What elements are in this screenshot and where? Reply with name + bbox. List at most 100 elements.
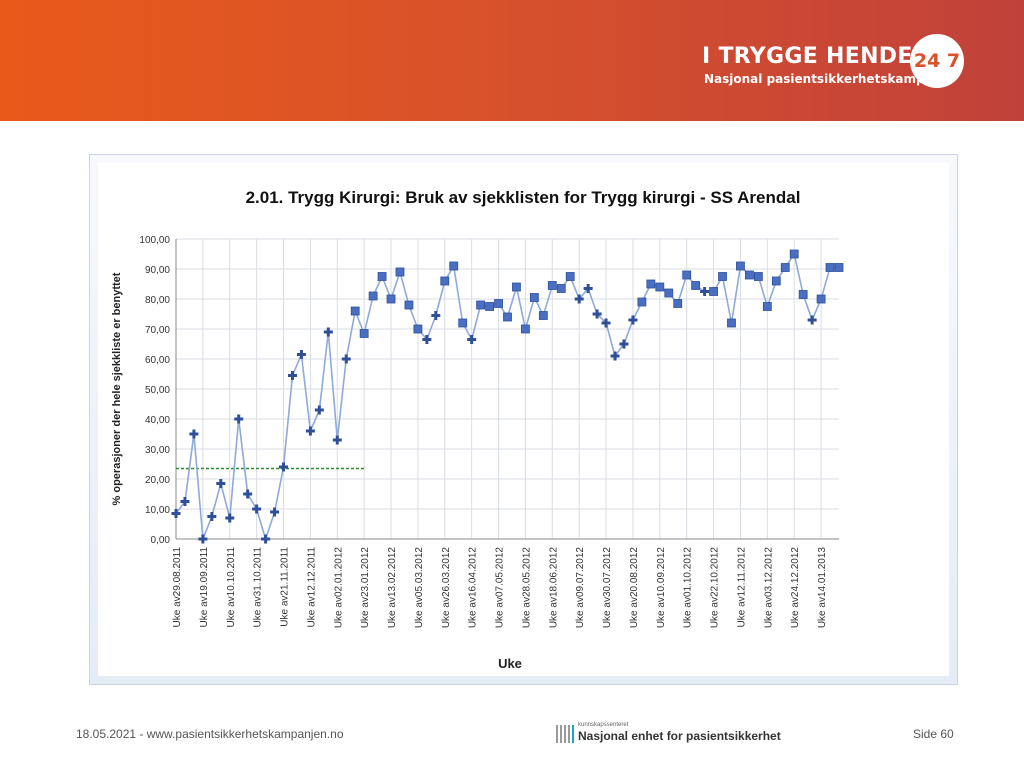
data-point: [503, 312, 512, 322]
data-point: [709, 287, 718, 296]
data-point: [556, 284, 566, 293]
y-tick-label: 10,00: [145, 505, 170, 516]
chart-title: 2.01. Trygg Kirurgi: Bruk av sjekklisten…: [246, 188, 801, 207]
chart-panel: 2.01. Trygg Kirurgi: Bruk av sjekklisten…: [98, 163, 949, 676]
data-point: [449, 261, 459, 271]
y-tick-label: 70,00: [145, 325, 170, 336]
data-point: [610, 351, 620, 361]
footer-logo: kunnskapssenteret Nasjonal enhet for pas…: [556, 722, 781, 743]
data-point: [825, 263, 835, 272]
x-tick-label: Uke av12.12.2011: [306, 547, 317, 628]
footer-date-url: 18.05.2021 - www.pasientsikkerhetskampan…: [76, 727, 344, 741]
data-point: [547, 281, 557, 290]
data-point: [565, 272, 575, 281]
x-tick-label: Uke av31.10.2011: [253, 547, 264, 628]
data-point: [771, 276, 781, 286]
data-point: [422, 335, 432, 344]
data-point: [261, 534, 271, 544]
data-point: [225, 513, 235, 523]
y-tick-label: 30,00: [145, 445, 170, 456]
data-point: [386, 294, 396, 304]
data-point: [834, 263, 844, 272]
x-tick-label: Uke av24.12.2012: [790, 547, 801, 629]
x-tick-label: Uke av18.06.2012: [548, 547, 559, 629]
data-point: [718, 272, 727, 281]
x-tick-label: Uke av30.07.2012: [602, 547, 613, 629]
y-tick-label: 60,00: [145, 355, 170, 366]
y-tick-label: 20,00: [145, 475, 170, 486]
y-tick-label: 80,00: [145, 295, 170, 306]
data-point: [646, 279, 656, 289]
data-point: [664, 288, 674, 298]
x-tick-label: Uke av28.05.2012: [521, 547, 532, 629]
data-point: [601, 318, 611, 328]
data-point: [574, 294, 584, 304]
x-tick-label: Uke av02.01.2012: [333, 547, 344, 629]
data-point: [619, 339, 629, 349]
line-chart: 2.01. Trygg Kirurgi: Bruk av sjekklisten…: [111, 188, 844, 671]
data-point: [762, 302, 772, 311]
data-point: [637, 297, 647, 307]
data-point: [529, 293, 539, 302]
data-point: [700, 287, 710, 296]
x-tick-label: Uke av05.03.2012: [414, 547, 425, 629]
data-point: [395, 267, 405, 277]
y-tick-label: 40,00: [145, 415, 170, 426]
data-point: [216, 479, 226, 488]
data-point: [252, 504, 262, 514]
x-tick-label: Uke av22.10.2012: [710, 547, 721, 629]
data-point: [359, 329, 369, 338]
data-point: [592, 309, 602, 319]
data-point: [628, 315, 638, 325]
x-tick-label: Uke av23.01.2012: [360, 547, 371, 629]
data-point: [234, 414, 244, 424]
page-number: Side 60: [913, 727, 954, 741]
data-point: [287, 371, 297, 380]
data-point: [404, 300, 414, 310]
x-tick-label: Uke av10.10.2011: [226, 547, 237, 628]
y-axis-label: % operasjoner der hele sjekkliste er ben…: [111, 272, 123, 505]
data-point: [458, 318, 468, 328]
logo-main-text: Nasjonal enhet for pasientsikkerhet: [578, 729, 781, 743]
data-point: [476, 300, 486, 310]
data-point: [494, 299, 503, 308]
data-point: [314, 405, 324, 415]
data-point: [270, 507, 280, 517]
brand-title: I TRYGGE HENDER: [702, 44, 930, 69]
data-point: [655, 282, 665, 292]
x-tick-label: Uke av13.02.2012: [387, 547, 398, 629]
data-point: [807, 315, 817, 325]
data-point: [745, 270, 754, 280]
data-point: [798, 290, 808, 299]
data-point: [780, 263, 790, 272]
data-point: [485, 302, 494, 311]
x-tick-label: Uke av12.11.2012: [736, 547, 747, 628]
series-line: [175, 251, 839, 542]
data-point: [189, 429, 199, 439]
y-tick-label: 100,00: [139, 235, 170, 246]
data-point: [691, 281, 701, 290]
data-point: [431, 311, 441, 320]
data-point: [305, 426, 315, 436]
data-point: [332, 435, 342, 445]
y-tick-label: 50,00: [145, 385, 170, 396]
data-point: [682, 270, 692, 280]
x-tick-label: Uke av09.07.2012: [575, 547, 586, 629]
data-point: [296, 350, 306, 359]
x-axis-label: Uke: [498, 656, 522, 671]
data-point: [673, 299, 683, 308]
brand-tagline: Nasjonal pasientsikkerhetskampanje: [704, 72, 954, 86]
data-point: [171, 509, 181, 518]
data-point: [377, 272, 387, 281]
data-point: [467, 335, 477, 344]
data-point: [323, 327, 333, 337]
x-tick-label: Uke av14.01.2013: [817, 547, 828, 629]
x-tick-label: Uke av07.05.2012: [495, 547, 506, 629]
data-point: [727, 318, 736, 328]
header-banner: I TRYGGE HENDER 24 7 Nasjonal pasientsik…: [0, 0, 1024, 121]
y-tick-label: 0,00: [151, 535, 171, 546]
y-tick-label: 90,00: [145, 265, 170, 276]
x-tick-label: Uke av01.10.2012: [683, 547, 694, 629]
x-tick-label: Uke av19.09.2011: [199, 547, 210, 628]
data-point: [521, 324, 530, 334]
